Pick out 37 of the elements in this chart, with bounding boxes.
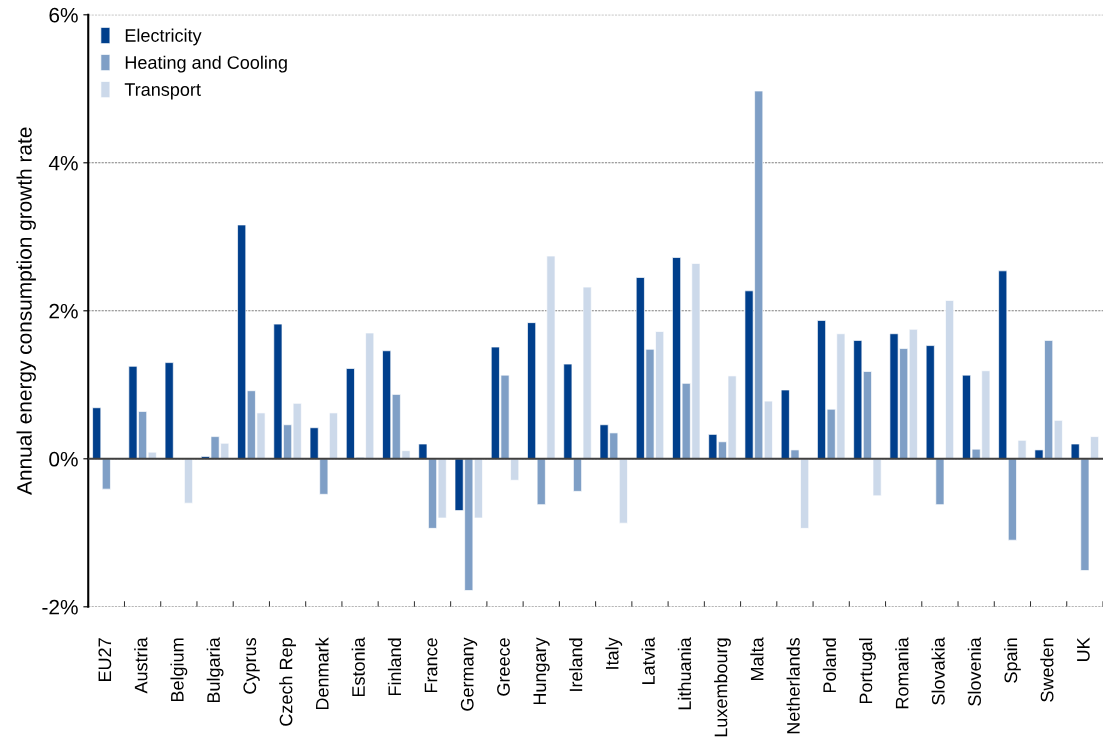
legend-label: Electricity [125,28,202,46]
x-tick-label: France [424,638,438,693]
x-tick-label: Finland [387,638,402,696]
x-tick-label: Cyprus [243,638,260,694]
x-tick-label: Romania [895,637,909,709]
x-tick-label: Denmark [315,637,329,710]
y-tick-label: 4% [48,155,78,171]
x-tick-label: Czech Rep [279,638,296,726]
x-tick-label: Portugal [859,638,876,704]
x-tick-label: Hungary [533,637,550,705]
x-tick-label: Lithuania [677,637,692,710]
x-tick-label: Italy [605,637,623,669]
x-tick-label: Slovakia [931,637,945,705]
y-tick-label: 2% [49,303,78,319]
x-tick-label: Greece [497,638,510,696]
x-tick-label: Austria [134,637,148,694]
x-tick-label: Estonia [351,637,365,697]
x-tick-label: Bulgaria [206,637,224,703]
x-tick-label: Netherlands [786,638,800,734]
y-axis-title: Annual energy consumption growth rate [16,127,36,495]
x-tick-label: Ireland [569,638,583,691]
legend-label: Heating and Cooling [125,55,287,73]
x-tick-label: Latvia [641,637,655,685]
x-tick-label: Belgium [170,638,188,702]
x-tick-label: Germany [460,637,478,711]
y-tick-label: 0% [49,451,78,467]
x-tick-label: UK [1077,637,1090,662]
legend-label: Transport [124,83,201,100]
y-tick-label: 6% [49,7,78,23]
x-tick-label: EU27 [98,638,112,682]
x-tick-label: Slovenia [967,637,981,706]
x-tick-label: Sweden [1040,638,1054,702]
x-tick-label: Poland [822,638,837,693]
y-tick-label: -2% [42,599,78,615]
x-tick-label: Spain [1003,638,1021,683]
x-tick-label: Luxembourg [714,638,731,737]
x-tick-label: Malta [750,637,764,681]
